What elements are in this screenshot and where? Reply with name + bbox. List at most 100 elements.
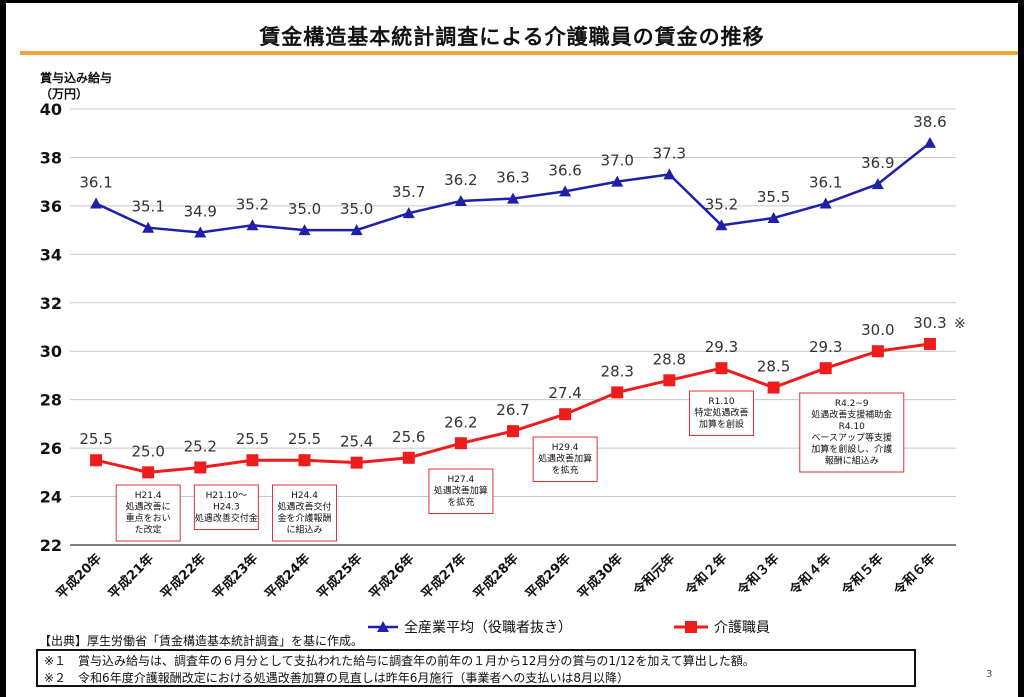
data-label: 28.8: [653, 350, 686, 368]
data-point-square: [767, 381, 780, 394]
data-label: 35.2: [236, 195, 269, 213]
data-point-triangle: [663, 168, 676, 180]
y-tick-label: 22: [40, 536, 62, 555]
data-label: 34.9: [184, 203, 217, 221]
data-label: 25.5: [288, 430, 321, 448]
data-point-triangle: [454, 195, 467, 207]
legend-label-care-workers: 介護職員: [714, 620, 770, 636]
data-point-square: [871, 345, 884, 358]
annotation-text: を拡充: [447, 496, 474, 508]
data-point-square: [350, 456, 363, 469]
x-tick-label: 令和２年: [682, 551, 730, 599]
annotation-text: H27.4: [447, 475, 474, 485]
data-label: 27.4: [548, 384, 581, 402]
page-title: 賃金構造基本統計調査による介護職員の賃金の推移: [259, 25, 765, 49]
data-label: 36.2: [444, 171, 477, 189]
source-note: 【出典】厚生労働省「賃金構造基本統計調査」を基に作成。: [39, 634, 364, 648]
annotation-text: 処遇改善交付: [278, 501, 332, 513]
footnote-1: ※１ 賞与込み給与は、調査年の６月分として支払われた給与に調査年の前年の１月から…: [44, 654, 755, 668]
y-tick-label: 26: [40, 439, 62, 458]
annotation-box: [799, 392, 905, 473]
data-label: 26.2: [444, 413, 477, 431]
data-label: 30.0: [861, 321, 894, 339]
data-point-triangle: [90, 197, 103, 209]
x-tick-label: 平成23年: [210, 551, 262, 603]
data-point-square: [923, 337, 936, 350]
data-label: 25.5: [79, 430, 112, 448]
x-tick-label: 平成30年: [574, 551, 626, 603]
annotation-text: 処遇改善加算: [538, 453, 592, 465]
y-tick-label: 36: [40, 197, 62, 216]
y-tick-label: 38: [40, 148, 62, 167]
data-label: 30.3: [913, 314, 946, 332]
x-tick-label: 平成22年: [157, 551, 209, 603]
data-point-square: [402, 451, 415, 464]
data-point-triangle: [246, 219, 259, 231]
data-point-triangle: [350, 224, 363, 236]
data-label: 25.4: [340, 433, 373, 451]
x-tick-label: 平成25年: [314, 551, 366, 603]
data-point-square: [819, 362, 832, 375]
data-label: 37.0: [601, 152, 634, 170]
y-axis-label-line2: （万円）: [40, 87, 89, 101]
data-label: 35.1: [131, 198, 164, 216]
data-point-triangle: [611, 175, 624, 187]
data-label: 28.3: [601, 362, 634, 380]
x-tick-label: 令和元年: [630, 551, 678, 599]
annotation-text: 処遇改善加算: [434, 485, 488, 497]
annotation-text: H21.4: [135, 491, 162, 501]
annotation-box: [428, 468, 494, 514]
slide: { "title": "賃金構造基本統計調査による介護職員の賃金の推移", "y…: [6, 3, 1018, 697]
data-point-triangle: [559, 185, 572, 197]
annotation-text: 金を介護報酬: [278, 512, 332, 524]
data-label: 35.0: [340, 200, 373, 218]
x-tick-label: 令和４年: [786, 551, 834, 599]
annotation-text: を拡充: [552, 464, 579, 476]
annotation-text: H21.10～: [206, 491, 248, 501]
data-point-square: [298, 454, 311, 467]
line-chart: 22 24 26 28 30 32 34 36 38 40 平成20年 平成21年 平成22年 平成23年…: [40, 100, 966, 636]
y-tick-label: 28: [40, 391, 62, 410]
footnote-2: ※２ 令和6年度介護報酬改定における処遇改善加算の見直しは昨年6月施行（事業者へ…: [44, 671, 629, 685]
data-point-square: [663, 374, 676, 387]
data-point-square: [90, 454, 103, 467]
data-point-triangle: [819, 197, 832, 209]
annotation-text: に組込み: [287, 524, 323, 536]
series-line-all-industry: [95, 141, 931, 234]
data-label: 38.6: [913, 113, 946, 131]
page-number: 3: [986, 669, 993, 680]
data-label: 36.1: [79, 173, 112, 191]
data-label: 25.0: [131, 442, 164, 460]
data-point-triangle: [298, 224, 311, 236]
annotation-text: H24.4: [291, 491, 318, 501]
annotation-text: 特定処遇改善: [694, 407, 748, 419]
data-label: 25.5: [236, 430, 269, 448]
y-tick-label: 24: [40, 488, 62, 507]
annotation-text: R4.10: [839, 422, 866, 432]
annotation-text: た改定: [135, 524, 162, 536]
annotation-box: [532, 436, 598, 482]
data-label: 36.1: [809, 173, 842, 191]
legend-marker-triangle: [377, 621, 389, 632]
data-label: 29.3: [809, 338, 842, 356]
legend-marker-square: [685, 621, 697, 633]
x-tick-label: 令和６年: [891, 551, 939, 599]
data-label: 37.3: [653, 144, 686, 162]
data-label: 26.7: [496, 401, 529, 419]
x-tick-label: 平成20年: [53, 551, 105, 603]
annotation-text: ベースアップ等支援: [811, 432, 892, 444]
data-point-triangle: [194, 226, 207, 238]
annotation-text: R1.10: [708, 397, 735, 407]
data-label: 36.9: [861, 154, 894, 172]
x-tick-label: 平成26年: [366, 551, 418, 603]
annotation-text: 処遇改善交付金: [195, 512, 258, 524]
annotation-text: H24.3: [213, 503, 240, 513]
y-tick-label: 40: [40, 100, 62, 119]
data-label: 35.7: [392, 183, 425, 201]
annotation-text: R4.2~9: [835, 399, 869, 409]
data-label: 36.6: [548, 161, 581, 179]
annotation-text: 処遇改善支援補助金: [811, 409, 892, 421]
annotation-box: [688, 390, 754, 436]
annotation-text: 加算を創設: [699, 418, 744, 430]
x-tick-label: 平成27年: [418, 551, 470, 603]
